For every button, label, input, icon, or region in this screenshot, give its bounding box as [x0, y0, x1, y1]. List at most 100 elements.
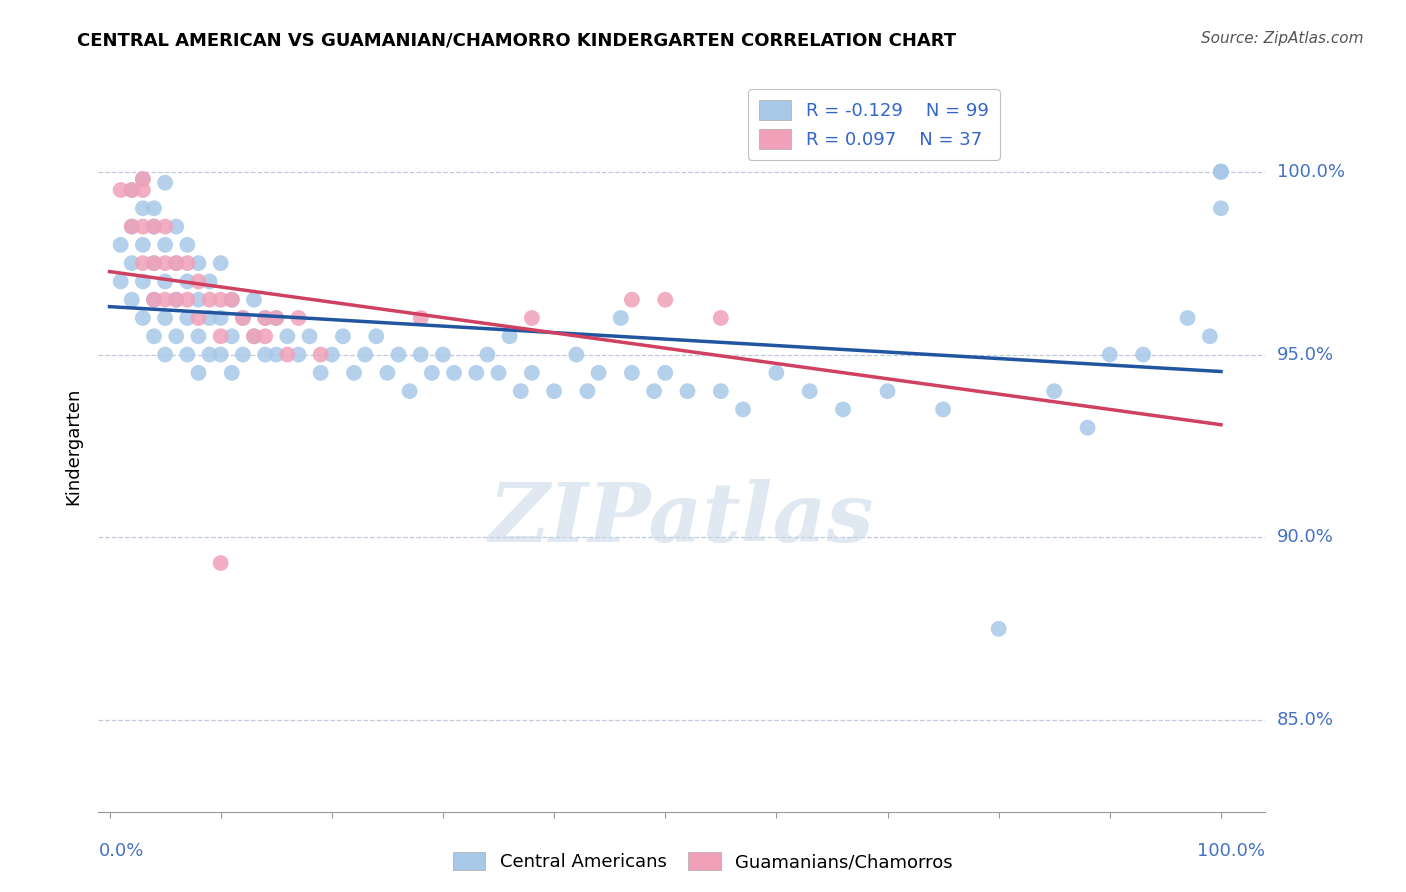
Point — [165, 329, 187, 343]
Text: 100.0%: 100.0% — [1277, 162, 1344, 181]
Point — [654, 293, 676, 307]
Point — [110, 238, 132, 252]
Point — [1077, 420, 1099, 434]
Point — [477, 348, 499, 362]
Point — [110, 274, 132, 288]
Point — [176, 311, 198, 326]
Point — [132, 202, 155, 216]
Point — [132, 238, 155, 252]
Point — [488, 366, 510, 380]
Point — [198, 274, 221, 288]
Point — [143, 219, 166, 234]
Point — [588, 366, 610, 380]
Point — [209, 556, 232, 570]
Point — [132, 172, 155, 186]
Point — [876, 384, 898, 399]
Point — [254, 311, 277, 326]
Point — [110, 183, 132, 197]
Point — [209, 311, 232, 326]
Point — [432, 348, 454, 362]
Point — [498, 329, 520, 343]
Point — [232, 311, 254, 326]
Point — [832, 402, 855, 417]
Point — [232, 311, 254, 326]
Point — [165, 293, 187, 307]
Point — [465, 366, 488, 380]
Point — [309, 348, 332, 362]
Point — [243, 293, 266, 307]
Point — [298, 329, 321, 343]
Point — [132, 172, 155, 186]
Point — [1209, 164, 1232, 178]
Point — [387, 348, 409, 362]
Point — [153, 348, 176, 362]
Point — [121, 256, 143, 270]
Text: 95.0%: 95.0% — [1277, 345, 1334, 364]
Point — [221, 293, 243, 307]
Point — [243, 329, 266, 343]
Point — [143, 202, 166, 216]
Point — [321, 348, 343, 362]
Point — [543, 384, 565, 399]
Point — [187, 311, 209, 326]
Point — [209, 348, 232, 362]
Point — [209, 329, 232, 343]
Point — [143, 329, 166, 343]
Point — [221, 329, 243, 343]
Point — [264, 311, 287, 326]
Point — [165, 219, 187, 234]
Point — [153, 293, 176, 307]
Point — [1209, 202, 1232, 216]
Point — [409, 311, 432, 326]
Text: CENTRAL AMERICAN VS GUAMANIAN/CHAMORRO KINDERGARTEN CORRELATION CHART: CENTRAL AMERICAN VS GUAMANIAN/CHAMORRO K… — [77, 31, 956, 49]
Point — [165, 256, 187, 270]
Point — [209, 293, 232, 307]
Text: 0.0%: 0.0% — [98, 842, 143, 860]
Point — [710, 311, 733, 326]
Text: 90.0%: 90.0% — [1277, 528, 1333, 547]
Point — [676, 384, 699, 399]
Point — [153, 238, 176, 252]
Point — [176, 348, 198, 362]
Point — [731, 402, 754, 417]
Point — [132, 311, 155, 326]
Legend: Central Americans, Guamanians/Chamorros: Central Americans, Guamanians/Chamorros — [446, 845, 960, 879]
Point — [187, 256, 209, 270]
Point — [276, 329, 298, 343]
Point — [354, 348, 377, 362]
Point — [987, 622, 1010, 636]
Text: 100.0%: 100.0% — [1198, 842, 1265, 860]
Point — [209, 256, 232, 270]
Point — [610, 311, 633, 326]
Point — [309, 366, 332, 380]
Point — [143, 293, 166, 307]
Point — [420, 366, 443, 380]
Point — [198, 293, 221, 307]
Point — [165, 293, 187, 307]
Point — [620, 293, 643, 307]
Point — [143, 293, 166, 307]
Point — [232, 348, 254, 362]
Point — [565, 348, 588, 362]
Point — [121, 293, 143, 307]
Point — [132, 219, 155, 234]
Point — [1132, 348, 1154, 362]
Point — [332, 329, 354, 343]
Point — [121, 219, 143, 234]
Point — [276, 348, 298, 362]
Point — [443, 366, 465, 380]
Point — [121, 183, 143, 197]
Point — [1198, 329, 1220, 343]
Point — [366, 329, 388, 343]
Point — [198, 311, 221, 326]
Point — [287, 348, 309, 362]
Point — [643, 384, 665, 399]
Point — [143, 256, 166, 270]
Point — [509, 384, 531, 399]
Point — [132, 256, 155, 270]
Point — [264, 311, 287, 326]
Point — [153, 176, 176, 190]
Point — [153, 311, 176, 326]
Text: 85.0%: 85.0% — [1277, 711, 1333, 730]
Point — [153, 256, 176, 270]
